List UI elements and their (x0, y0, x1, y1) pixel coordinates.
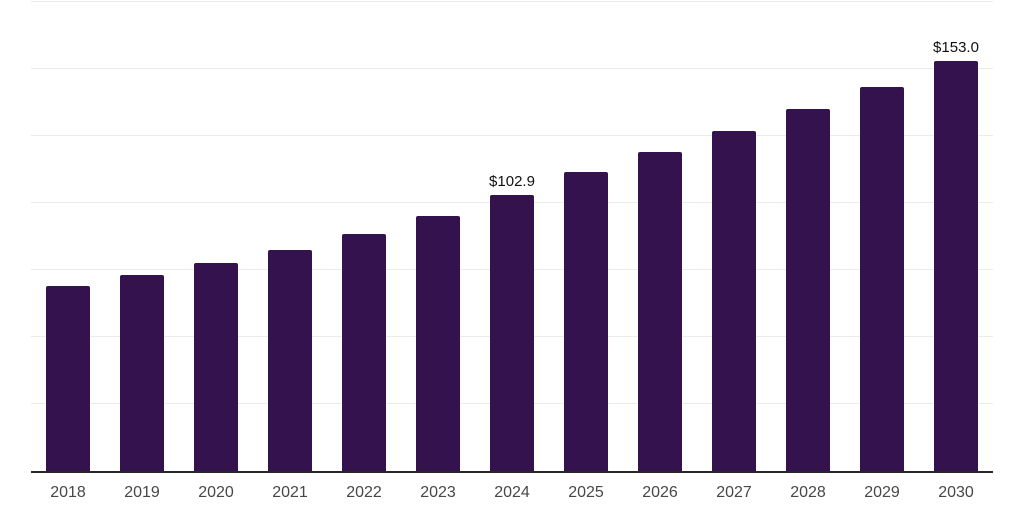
x-tick-2024: 2024 (494, 484, 530, 501)
bar-column-2021 (253, 2, 327, 471)
bar-column-2019 (105, 2, 179, 471)
bar-2030 (934, 60, 978, 471)
x-tick-2025: 2025 (568, 484, 604, 501)
bar-2019 (120, 274, 164, 471)
x-tick-2029: 2029 (864, 484, 900, 501)
x-tick-2018: 2018 (50, 484, 86, 501)
bar-value-label-2030: $153.0 (933, 38, 979, 56)
x-tick-2021: 2021 (272, 484, 308, 501)
bar-column-2020 (179, 2, 253, 471)
x-tick-2030: 2030 (938, 484, 974, 501)
bar-2027 (712, 131, 756, 471)
x-tick-2023: 2023 (420, 484, 456, 501)
bar-column-2025 (549, 2, 623, 471)
x-tick-2020: 2020 (198, 484, 234, 501)
bar-2025 (564, 172, 608, 471)
x-tick-2027: 2027 (716, 484, 752, 501)
bar-2021 (268, 249, 312, 471)
bar-2024 (490, 195, 534, 471)
x-axis-tick-labels: 2018 2019 2020 2021 2022 2023 2024 2025 2026 2027… (31, 483, 993, 502)
plot-area: $102.9 $153.0 (31, 1, 993, 473)
bar-column-2027 (697, 2, 771, 471)
bar-column-2024: $102.9 (475, 2, 549, 471)
gridline (31, 1, 993, 2)
bar-column-2023 (401, 2, 475, 471)
x-tick-2022: 2022 (346, 484, 382, 501)
bar-2022 (342, 234, 386, 471)
bar-2018 (46, 285, 90, 471)
x-tick-2028: 2028 (790, 484, 826, 501)
bar-2026 (638, 152, 682, 471)
x-axis-line (31, 471, 993, 473)
bar-column-2022 (327, 2, 401, 471)
x-tick-2019: 2019 (124, 484, 160, 501)
bar-column-2028 (771, 2, 845, 471)
bar-2028 (786, 109, 830, 471)
bar-column-2030: $153.0 (919, 2, 993, 471)
gridline (31, 135, 993, 136)
bar-column-2029 (845, 2, 919, 471)
bar-column-2018 (31, 2, 105, 471)
bar-column-2026 (623, 2, 697, 471)
bar-2020 (194, 262, 238, 471)
bar-2023 (416, 216, 460, 471)
gridline (31, 68, 993, 69)
bar-value-label-2024: $102.9 (489, 173, 535, 191)
bar-2029 (860, 86, 904, 471)
x-tick-2026: 2026 (642, 484, 678, 501)
